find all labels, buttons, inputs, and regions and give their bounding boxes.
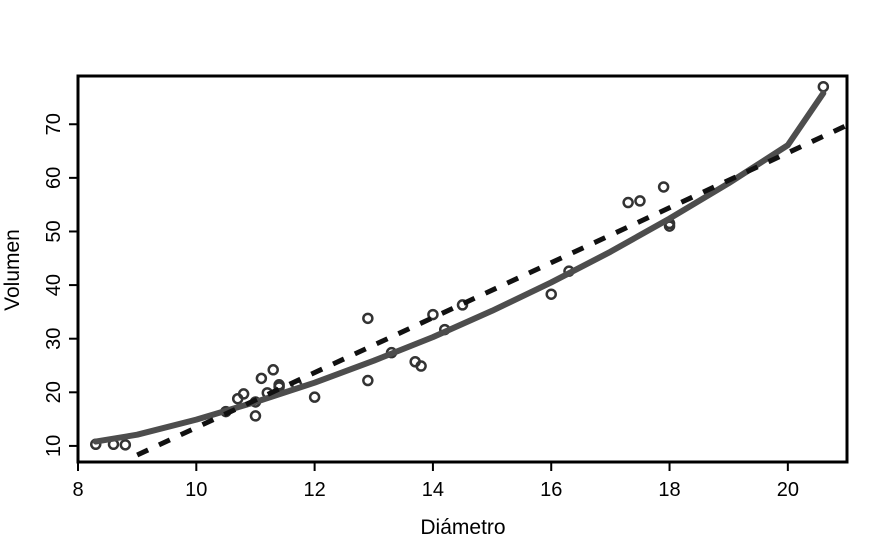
data-point bbox=[427, 308, 439, 321]
data-point bbox=[249, 410, 262, 422]
linear-fit-line bbox=[136, 123, 847, 458]
y-tick-label: 30 bbox=[43, 328, 65, 350]
y-tick-label: 60 bbox=[43, 167, 65, 189]
data-point bbox=[267, 364, 279, 376]
data-point bbox=[657, 181, 670, 193]
y-tick-label: 50 bbox=[43, 220, 65, 242]
data-point bbox=[362, 374, 374, 387]
x-axis: 8 10 12 14 16 18 20 bbox=[72, 462, 799, 501]
data-point bbox=[622, 196, 634, 209]
x-tick-label: 20 bbox=[777, 479, 799, 501]
plot-area bbox=[89, 80, 847, 458]
data-point bbox=[273, 379, 285, 391]
data-point bbox=[456, 299, 469, 311]
data-point bbox=[308, 391, 321, 403]
data-point bbox=[119, 439, 132, 451]
data-point bbox=[545, 288, 557, 300]
x-axis-title: Diámetro bbox=[420, 516, 505, 539]
data-point bbox=[237, 388, 250, 400]
data-point bbox=[634, 195, 646, 207]
x-tick-label: 14 bbox=[422, 479, 444, 501]
data-point bbox=[415, 360, 427, 372]
data-point bbox=[362, 312, 374, 325]
x-tick-label: 18 bbox=[658, 479, 680, 501]
y-tick-label: 10 bbox=[43, 435, 65, 457]
y-tick-label: 40 bbox=[43, 274, 65, 296]
plot-frame bbox=[76, 74, 849, 464]
y-axis-title: Volumen bbox=[1, 229, 24, 311]
x-tick-label: 12 bbox=[303, 479, 325, 501]
x-tick-label: 8 bbox=[72, 479, 83, 501]
x-tick-label: 10 bbox=[185, 479, 207, 501]
y-tick-label: 70 bbox=[43, 113, 65, 135]
curve-fit-line bbox=[92, 90, 827, 445]
data-point bbox=[255, 372, 268, 385]
x-tick-label: 16 bbox=[540, 479, 562, 501]
y-tick-label: 20 bbox=[43, 381, 65, 403]
